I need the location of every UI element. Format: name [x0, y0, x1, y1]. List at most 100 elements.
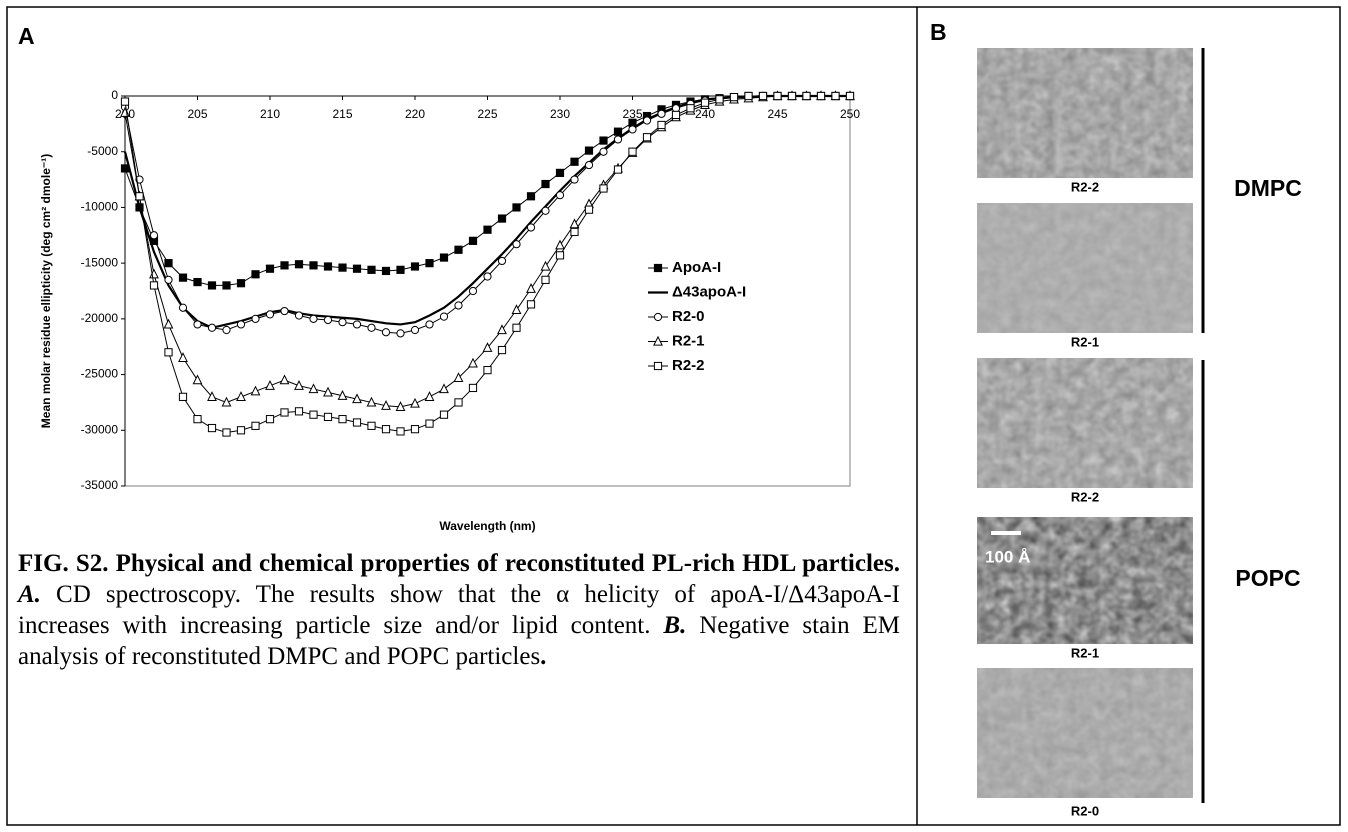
marker: [511, 304, 522, 315]
marker: [569, 218, 580, 229]
marker: [483, 225, 492, 234]
marker: [425, 259, 434, 268]
marker: [207, 281, 217, 290]
marker: [193, 415, 202, 424]
marker: [653, 312, 663, 322]
legend-label: ApoA-I: [672, 259, 721, 276]
marker: [599, 136, 608, 145]
marker: [367, 323, 376, 332]
marker: [323, 386, 333, 397]
marker: [265, 264, 275, 273]
marker: [497, 214, 507, 223]
marker: [178, 352, 188, 362]
marker: [512, 203, 521, 212]
marker: [381, 400, 391, 410]
marker: [454, 398, 463, 407]
marker: [265, 310, 275, 319]
y-tick-label: -35000: [81, 478, 119, 492]
em-texture: [977, 358, 1193, 488]
marker: [279, 374, 290, 385]
marker: [541, 179, 550, 189]
marker: [657, 120, 666, 130]
marker: [149, 231, 159, 240]
marker: [526, 300, 536, 309]
marker: [294, 407, 304, 416]
marker: [381, 266, 391, 276]
caption-panel: B.: [663, 612, 687, 639]
marker: [454, 245, 463, 254]
y-axis-title: Mean molar residue ellipticity (deg cm² …: [39, 154, 53, 428]
marker: [280, 261, 289, 270]
image-caption: R2-2: [1071, 489, 1099, 504]
y-tick-label: -15000: [81, 255, 119, 269]
y-tick-label: 0: [111, 88, 118, 102]
marker: [193, 277, 202, 287]
marker: [207, 423, 217, 433]
marker: [439, 383, 449, 394]
marker: [584, 160, 594, 170]
marker: [570, 175, 579, 184]
marker: [483, 366, 492, 375]
marker: [178, 273, 188, 282]
marker: [323, 412, 333, 422]
marker: [468, 357, 478, 368]
marker: [773, 91, 782, 101]
scale-bar-label: 100 Å: [985, 547, 1030, 566]
series-line: [124, 95, 850, 408]
marker: [468, 383, 478, 393]
marker: [653, 361, 663, 371]
marker: [395, 401, 406, 411]
marker: [193, 320, 202, 329]
marker: [555, 251, 565, 260]
legend-label: Δ43apoA-I: [672, 283, 746, 300]
cd-chart: 0 -5000 -10000 -15000 -20000 -25000 -30000 -350…: [39, 88, 860, 533]
marker: [352, 418, 362, 427]
marker: [352, 320, 362, 329]
marker: [816, 91, 826, 101]
caption-text: CD spectroscopy. The results show that t…: [18, 581, 900, 639]
marker: [265, 379, 275, 390]
marker: [338, 263, 347, 272]
marker: [540, 260, 551, 271]
marker: [410, 325, 420, 335]
image-caption: R2-1: [1071, 645, 1099, 660]
marker: [584, 146, 594, 155]
marker: [526, 223, 536, 232]
marker: [164, 259, 173, 268]
marker: [628, 118, 637, 127]
em-texture: [977, 48, 1193, 178]
marker: [802, 91, 811, 101]
marker: [163, 318, 174, 329]
x-tick-label: 245: [767, 107, 787, 121]
marker: [686, 104, 695, 113]
marker: [454, 301, 463, 310]
marker: [367, 265, 376, 274]
marker: [425, 419, 434, 428]
marker: [309, 410, 318, 419]
marker: [570, 227, 579, 237]
legend-label: R2-2: [672, 357, 705, 374]
marker: [178, 303, 188, 312]
marker: [526, 283, 536, 293]
marker: [613, 165, 623, 174]
marker: [207, 391, 217, 401]
marker: [366, 396, 377, 407]
image-caption: R2-2: [1071, 179, 1099, 194]
marker: [483, 272, 492, 281]
marker: [512, 240, 521, 249]
marker: [222, 325, 231, 335]
marker: [671, 104, 681, 113]
marker: [164, 348, 173, 357]
marker: [671, 110, 681, 120]
marker: [120, 97, 130, 106]
marker: [135, 192, 144, 201]
marker: [599, 184, 608, 193]
marker: [628, 125, 637, 134]
legend-label: R2-0: [672, 308, 705, 325]
marker: [613, 127, 623, 136]
marker: [555, 168, 565, 177]
marker: [468, 236, 478, 245]
marker: [337, 390, 348, 400]
